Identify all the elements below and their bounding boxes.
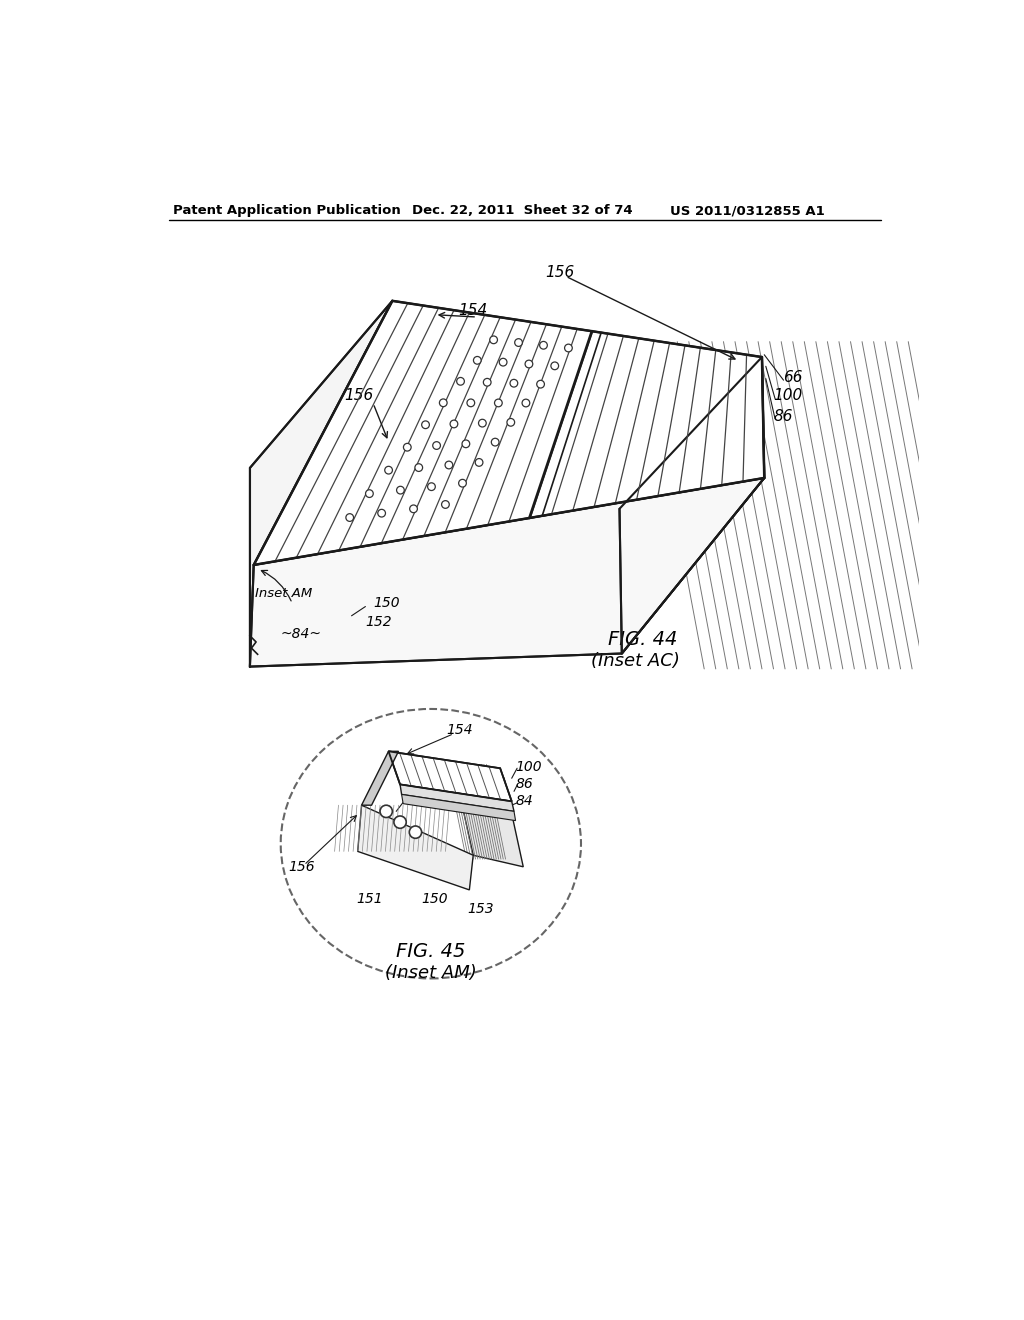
- Polygon shape: [361, 751, 398, 805]
- Circle shape: [445, 461, 453, 469]
- Circle shape: [483, 379, 492, 387]
- Polygon shape: [254, 301, 764, 565]
- Text: 150: 150: [422, 892, 449, 906]
- Text: US 2011/0312855 A1: US 2011/0312855 A1: [670, 205, 824, 218]
- Circle shape: [410, 826, 422, 838]
- Text: 154: 154: [458, 304, 487, 318]
- Circle shape: [478, 420, 486, 426]
- Circle shape: [489, 337, 498, 343]
- Polygon shape: [454, 768, 523, 867]
- Circle shape: [441, 500, 450, 508]
- Polygon shape: [250, 478, 764, 667]
- Circle shape: [507, 418, 515, 426]
- Polygon shape: [401, 795, 515, 821]
- Circle shape: [403, 444, 412, 451]
- Circle shape: [537, 380, 545, 388]
- Polygon shape: [357, 805, 473, 890]
- Circle shape: [410, 506, 418, 512]
- Text: 86: 86: [515, 776, 534, 791]
- Text: 152: 152: [366, 615, 392, 628]
- Text: 151: 151: [356, 892, 383, 906]
- Circle shape: [385, 466, 392, 474]
- Circle shape: [492, 438, 499, 446]
- Circle shape: [451, 420, 458, 428]
- Circle shape: [525, 360, 532, 368]
- Polygon shape: [388, 751, 512, 801]
- Polygon shape: [250, 301, 392, 667]
- Circle shape: [475, 458, 483, 466]
- Polygon shape: [620, 358, 764, 653]
- Text: 156: 156: [545, 265, 574, 280]
- Circle shape: [380, 805, 392, 817]
- Circle shape: [422, 421, 429, 429]
- Circle shape: [366, 490, 373, 498]
- Text: 150: 150: [373, 595, 399, 610]
- Text: 66: 66: [783, 371, 803, 385]
- Circle shape: [467, 399, 475, 407]
- Text: FIG. 45: FIG. 45: [396, 942, 466, 961]
- Text: (Inset AC): (Inset AC): [591, 652, 680, 671]
- Polygon shape: [400, 784, 514, 812]
- Text: 156: 156: [289, 859, 315, 874]
- Polygon shape: [620, 358, 764, 653]
- Circle shape: [459, 479, 466, 487]
- Text: (Inset AM): (Inset AM): [385, 964, 477, 982]
- Text: Inset AM: Inset AM: [255, 587, 312, 601]
- Circle shape: [396, 486, 404, 494]
- Text: 156: 156: [345, 388, 374, 403]
- Circle shape: [415, 463, 423, 471]
- Circle shape: [457, 378, 464, 385]
- Circle shape: [433, 442, 440, 449]
- Text: 86: 86: [773, 409, 793, 424]
- Text: ~84~: ~84~: [281, 627, 322, 642]
- Circle shape: [551, 362, 558, 370]
- Circle shape: [462, 440, 470, 447]
- Circle shape: [564, 345, 572, 352]
- Circle shape: [522, 399, 529, 407]
- Circle shape: [428, 483, 435, 491]
- Text: FIG. 44: FIG. 44: [608, 630, 677, 649]
- Circle shape: [378, 510, 385, 517]
- Circle shape: [515, 339, 522, 346]
- Circle shape: [510, 379, 518, 387]
- Text: 100: 100: [773, 388, 803, 403]
- Circle shape: [439, 399, 447, 407]
- Circle shape: [346, 513, 353, 521]
- Text: 84: 84: [515, 795, 534, 808]
- Circle shape: [495, 399, 502, 407]
- Text: 154: 154: [446, 723, 473, 737]
- Text: 100: 100: [515, 760, 542, 774]
- Circle shape: [473, 356, 481, 364]
- Text: 153: 153: [468, 902, 495, 916]
- Text: Patent Application Publication: Patent Application Publication: [173, 205, 400, 218]
- Text: 152: 152: [403, 791, 430, 804]
- Circle shape: [500, 358, 507, 366]
- Text: Dec. 22, 2011  Sheet 32 of 74: Dec. 22, 2011 Sheet 32 of 74: [412, 205, 632, 218]
- Circle shape: [540, 342, 548, 348]
- Circle shape: [394, 816, 407, 829]
